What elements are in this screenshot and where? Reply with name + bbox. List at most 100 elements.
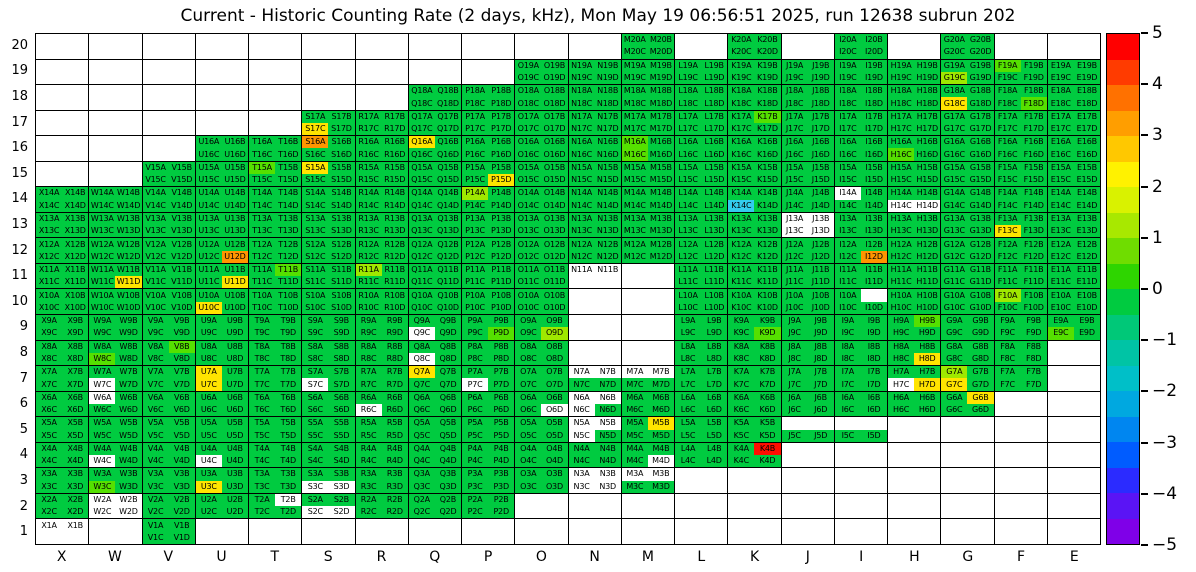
channel-T15A: T15A	[249, 161, 276, 175]
channel-W4D: W4D	[115, 455, 142, 468]
channel-V3B: V3B	[168, 468, 195, 481]
channel-E16A: E16A	[1047, 136, 1074, 149]
channel-E19A: E19A	[1047, 59, 1074, 72]
channel-T15B: T15B	[275, 161, 302, 175]
channel-I8D: I8D	[860, 352, 887, 366]
y-tick-label-6: 6	[19, 396, 28, 412]
channel-K15D: K15D	[754, 174, 781, 187]
channel-P8B: P8B	[488, 340, 515, 353]
channel-N5B: N5B	[594, 417, 621, 430]
channel-Q7C: Q7C	[408, 378, 435, 391]
cell-M19: M19A M19B M19C M19D	[621, 59, 674, 85]
channel-H6A: H6A	[888, 391, 915, 404]
channel-Q14D: Q14D	[434, 199, 461, 212]
channel-E12B: E12B	[1073, 238, 1100, 251]
channel-L8A: L8A	[675, 340, 702, 353]
cell-L9: L9A L9B L9C L9D	[675, 315, 728, 340]
channel-E9A: E9A	[1047, 315, 1074, 328]
channel-V2B: V2B	[168, 493, 195, 507]
channel-Q3D: Q3D	[434, 480, 461, 493]
channel-G15D: G15D	[967, 174, 994, 187]
channel-Q18C: Q18C	[408, 97, 435, 110]
channel-K6B: K6B	[754, 391, 781, 404]
channel-W11D: W11D	[115, 276, 142, 289]
channel-M18D: M18D	[647, 97, 674, 110]
channel-L5C: L5C	[675, 429, 702, 442]
channel-F9D: F9D	[1020, 327, 1047, 340]
channel-G12D: G12D	[967, 250, 994, 263]
cell-L13: L13A L13B L13C L13D	[675, 212, 728, 238]
cell-H18: H18A H18B H18C H18D	[888, 85, 941, 110]
channel-N3C: N3C	[568, 480, 595, 493]
cell-E10: E10A E10B E10C E10D	[1047, 289, 1100, 315]
channel-G19C: G19C	[941, 71, 968, 85]
cell-X15	[36, 161, 89, 187]
channel-I13D: I13D	[860, 225, 887, 238]
channel-I14B: I14B	[860, 187, 887, 200]
cell-K15: K15A K15B K15C K15D	[728, 161, 781, 187]
cell-I16: I16A I16B I16C I16D	[834, 136, 887, 161]
cell-J19: J19A J19B J19C J19D	[781, 59, 834, 85]
colorbar-tick--1	[1141, 339, 1148, 342]
channel-V13C: V13C	[142, 225, 169, 238]
channel-Q11A: Q11A	[408, 263, 435, 277]
cell-M15: M15A M15B M15C M15D	[621, 161, 674, 187]
cell-M10	[621, 289, 674, 315]
cell-Q7: Q7A Q7B Q7C Q7D	[408, 366, 461, 391]
channel-Q17B: Q17B	[434, 110, 461, 123]
cell-U4: U4A U4B U4C U4D	[195, 442, 248, 468]
channel-F7C: F7C	[994, 378, 1021, 391]
channel-G8D: G8D	[967, 352, 994, 366]
y-tick-label-3: 3	[19, 473, 28, 488]
channel-F16A: F16A	[994, 136, 1021, 149]
channel-V14C: V14C	[142, 199, 169, 212]
channel-U6B: U6B	[221, 391, 248, 404]
channel-W5B: W5B	[115, 417, 142, 430]
cell-G16: G16A G16B G16C G16D	[941, 136, 994, 161]
channel-R17C: R17C	[355, 122, 382, 136]
colorbar-block-11	[1107, 314, 1139, 340]
channel-X11D: X11D	[62, 276, 89, 289]
channel-J13C: J13C	[781, 225, 808, 238]
channel-J9A: J9A	[781, 315, 808, 328]
channel-X12B: X12B	[62, 238, 89, 251]
cell-F8: F8A F8B F8C F8D	[994, 340, 1047, 366]
channel-S9C: S9C	[302, 327, 329, 340]
channel-M12D: M12D	[647, 250, 674, 263]
channel-T10B: T10B	[275, 289, 302, 302]
channel-W6B: W6B	[115, 391, 142, 404]
channel-O17A: O17A	[515, 110, 542, 123]
channel-Q13D: Q13D	[434, 225, 461, 238]
channel-U9B: U9B	[221, 315, 248, 328]
channel-J13A: J13A	[781, 212, 808, 226]
channel-P16D: P16D	[488, 148, 515, 161]
channel-U5B: U5B	[221, 417, 248, 430]
cell-X4: X4A X4B X4C X4D	[36, 442, 89, 468]
channel-G6A: G6A	[941, 391, 968, 404]
channel-K5D: K5D	[754, 429, 781, 442]
cell-F13: F13A F13B F13C F13D	[994, 212, 1047, 238]
channel-O16B: O16B	[541, 136, 568, 149]
channel-R6B: R6B	[381, 391, 408, 404]
cell-Q3: Q3A Q3B Q3C Q3D	[408, 468, 461, 493]
channel-Q7D: Q7D	[434, 378, 461, 391]
channel-S12A: S12A	[302, 238, 329, 251]
channel-L11A: L11A	[675, 263, 702, 277]
channel-E13A: E13A	[1047, 212, 1074, 226]
cell-H14: H14A H14B H14C H14D	[888, 187, 941, 212]
channel-Q5D: Q5D	[434, 429, 461, 442]
cell-K14: K14A K14B K14C K14D	[728, 187, 781, 212]
channel-J16D: J16D	[807, 148, 834, 161]
channel-H6D: H6D	[914, 403, 941, 417]
channel-K19A: K19A	[728, 59, 755, 72]
channel-F7A: F7A	[994, 366, 1021, 379]
channel-X1C	[36, 531, 63, 544]
channel-S16C: S16C	[302, 148, 329, 161]
cell-E6	[1047, 391, 1100, 417]
channel-P3B: P3B	[488, 468, 515, 481]
channel-G6C: G6C	[941, 403, 968, 417]
channel-U2A: U2A	[195, 493, 222, 507]
cell-E15: E15A E15B E15C E15D	[1047, 161, 1100, 187]
channel-I10A: I10A	[834, 289, 861, 302]
cell-J16: J16A J16B J16C J16D	[781, 136, 834, 161]
